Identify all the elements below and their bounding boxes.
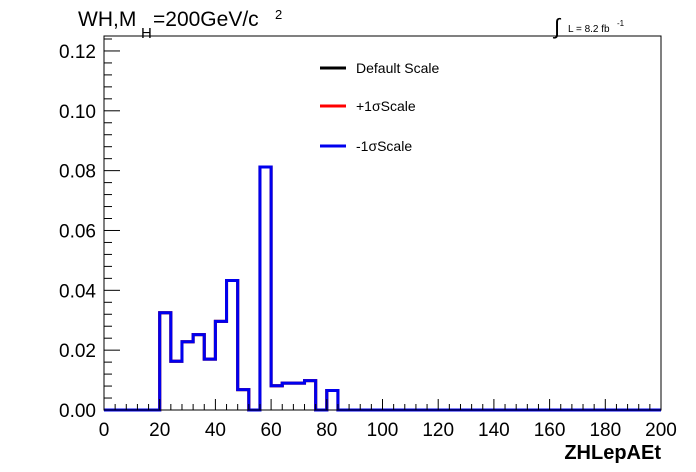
x-tick-label: 160 — [534, 420, 566, 441]
legend-label: Default Scale — [356, 60, 439, 76]
chart-title-subscript: H — [141, 25, 152, 42]
x-tick-label: 60 — [261, 420, 282, 441]
x-tick-label: 120 — [422, 420, 454, 441]
legend: Default Scale +1σScale -1σScale — [320, 60, 439, 154]
y-tick-label: 0.02 — [59, 341, 96, 362]
y-tick-label: 0.08 — [59, 162, 96, 183]
x-tick-label: 40 — [205, 420, 226, 441]
x-axis: 0 20 40 60 80 100 120 140 160 180 200 — [99, 399, 677, 441]
legend-label: +1σScale — [356, 98, 416, 114]
y-tick-label: 0.10 — [59, 102, 96, 123]
chart-title-base: WH,M — [78, 8, 136, 31]
x-axis-label: ZHLepAEt — [564, 442, 661, 464]
y-tick-label: 0.04 — [59, 281, 96, 302]
y-axis: 0.00 0.02 0.04 0.06 0.08 0.10 0.12 — [59, 38, 120, 422]
x-tick-label: 200 — [645, 420, 677, 441]
y-tick-label: 0.00 — [59, 401, 96, 422]
legend-label: -1σScale — [356, 138, 412, 154]
lumi-label: L = 8.2 fb — [568, 24, 610, 35]
y-tick-label: 0.12 — [59, 42, 96, 63]
x-tick-label: 180 — [589, 420, 621, 441]
x-tick-label: 80 — [316, 420, 337, 441]
chart-title-value: =200GeV/c — [153, 8, 259, 31]
y-tick-label: 0.06 — [59, 221, 96, 242]
x-tick-label: 0 — [99, 420, 110, 441]
x-tick-label: 100 — [367, 420, 399, 441]
x-tick-label: 140 — [478, 420, 510, 441]
x-tick-label: 20 — [149, 420, 170, 441]
chart-title-superscript: 2 — [275, 7, 282, 22]
lumi-superscript: -1 — [617, 19, 625, 28]
lumi-integral-symbol: ∫ — [552, 14, 562, 39]
